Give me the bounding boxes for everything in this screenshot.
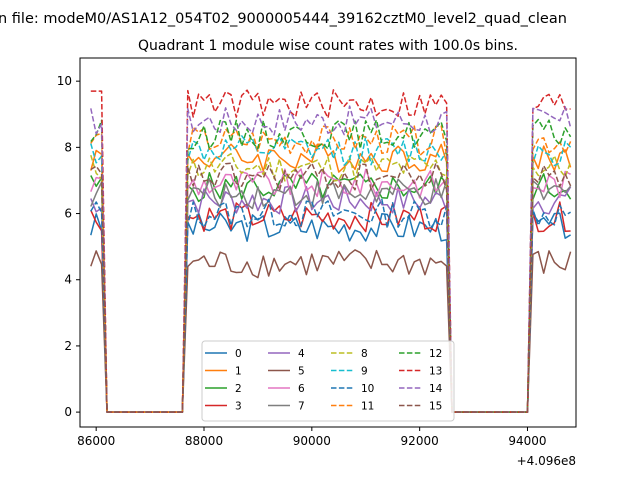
plot-lines	[90, 89, 572, 413]
legend-label-11: 11	[361, 401, 374, 413]
legend-label-1: 1	[235, 366, 242, 378]
x-axis: 86000 88000 90000 92000 94000	[77, 427, 547, 448]
y-tick-label: 8	[64, 140, 72, 154]
y-tick-label: 4	[64, 273, 72, 287]
legend-label-4: 4	[298, 348, 305, 360]
y-axis: 0 2 4 6 8 10	[57, 74, 80, 419]
legend-label-12: 12	[429, 348, 442, 360]
legend-label-7: 7	[298, 401, 305, 413]
legend-label-14: 14	[429, 383, 443, 395]
legend-label-3: 3	[235, 401, 242, 413]
x-tick-label: 92000	[401, 434, 439, 448]
x-tick-label: 90000	[293, 434, 331, 448]
legend-label-5: 5	[298, 366, 305, 378]
plot-frame	[79, 57, 577, 428]
y-tick-label: 6	[64, 207, 72, 221]
y-tick-label: 10	[57, 74, 72, 88]
legend-label-8: 8	[361, 348, 368, 360]
figure-suptitle: n file: modeM0/AS1A12_054T02_9000005444_…	[0, 11, 567, 27]
y-tick-label: 0	[64, 405, 72, 419]
legend-box	[201, 340, 455, 422]
legend-label-10: 10	[361, 383, 374, 395]
chart-title: Quadrant 1 module wise count rates with …	[138, 38, 518, 54]
x-tick-label: 88000	[185, 434, 223, 448]
legend-label-13: 13	[429, 366, 442, 378]
series-line-15	[90, 162, 572, 413]
legend-label-6: 6	[298, 383, 305, 395]
x-tick-label: 86000	[77, 434, 115, 448]
legend-label-2: 2	[235, 383, 242, 395]
legend-label-9: 9	[361, 366, 368, 378]
x-offset-label: +4.096e8	[517, 454, 576, 468]
x-tick-label: 94000	[508, 434, 546, 448]
y-tick-label: 2	[64, 339, 72, 353]
legend-label-0: 0	[235, 348, 242, 360]
legend-label-15: 15	[429, 401, 442, 413]
